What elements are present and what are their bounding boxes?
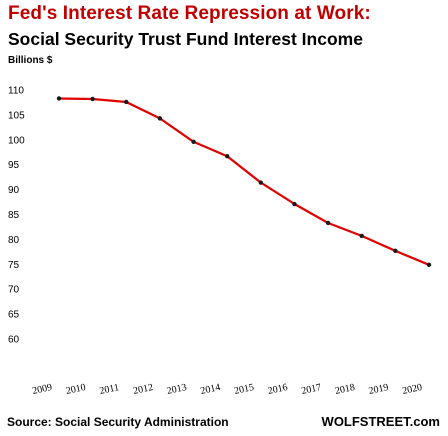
y-tick-label: 90 (8, 185, 20, 196)
x-tick-label: 2013 (166, 382, 188, 397)
data-point (258, 180, 264, 185)
x-tick-label: 2020 (401, 382, 423, 397)
x-tick-label: 2015 (233, 382, 255, 397)
x-tick-label: 2011 (99, 382, 120, 397)
x-tick-label: 2014 (200, 382, 222, 397)
y-tick-label: 100 (8, 135, 25, 146)
data-point (292, 201, 297, 207)
data-point (124, 99, 129, 105)
x-tick-label: 2017 (300, 382, 322, 397)
x-axis-ticks: 2009 2010 2011 2012 2013 2014 2015 2016 2017 2018… (31, 382, 423, 397)
x-tick-label: 2012 (132, 382, 154, 397)
data-point (56, 96, 62, 101)
x-tick-label: 2018 (334, 382, 356, 397)
data-point (90, 96, 95, 102)
x-tick-label: 2016 (267, 382, 289, 397)
y-axis-ticks: 60 65 70 75 80 85 90 95 100 105 110 (8, 86, 25, 346)
x-tick-label: 2010 (65, 382, 87, 397)
data-point (359, 233, 364, 239)
y-tick-label: 110 (8, 86, 24, 97)
x-tick-label: 2009 (31, 382, 53, 397)
y-tick-label: 65 (8, 310, 20, 321)
data-point (393, 248, 398, 254)
source-note: Source: Social Security Administration (7, 415, 229, 429)
x-tick-label: 2019 (368, 382, 390, 397)
y-tick-label: 105 (8, 110, 25, 121)
y-tick-label: 80 (8, 235, 20, 246)
chart-subtitle: Social Security Trust Fund Interest Inco… (8, 29, 363, 49)
data-point (224, 154, 230, 159)
data-point (191, 139, 196, 144)
data-point (157, 116, 163, 121)
data-point (426, 262, 432, 267)
y-tick-label: 60 (8, 335, 20, 346)
y-axis-unit-label: Billions $ (8, 55, 53, 66)
chart-title: Fed's Interest Rate Repression at Work: (8, 3, 371, 24)
y-tick-label: 75 (8, 260, 20, 271)
brand-label: WOLFSTREET.com (321, 414, 440, 429)
data-point (325, 220, 331, 226)
series-line (58, 97, 430, 266)
y-tick-label: 70 (8, 285, 20, 296)
y-tick-label: 95 (8, 160, 20, 171)
y-tick-label: 85 (8, 210, 20, 221)
series-points (56, 96, 432, 267)
